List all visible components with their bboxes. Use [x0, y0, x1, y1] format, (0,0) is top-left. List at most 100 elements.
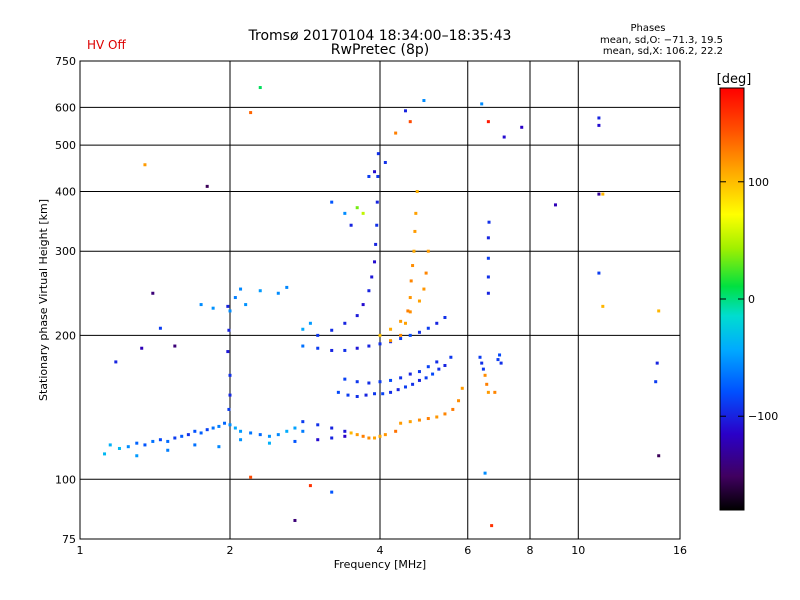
- data-point: [483, 373, 487, 377]
- data-point: [378, 333, 382, 337]
- data-point: [158, 438, 162, 442]
- data-point: [408, 310, 412, 314]
- data-point: [597, 123, 601, 127]
- data-point: [367, 436, 371, 440]
- data-point: [426, 326, 430, 330]
- data-points: [103, 86, 661, 528]
- data-point: [151, 291, 155, 295]
- data-point: [135, 441, 139, 445]
- y-tick-label: 300: [55, 245, 76, 258]
- data-point: [199, 431, 203, 435]
- data-point: [285, 429, 289, 433]
- x-tick-label: 16: [673, 544, 687, 557]
- y-axis-label: Stationary phase Virtual Height [km]: [37, 199, 50, 401]
- data-point: [409, 279, 413, 283]
- data-point: [431, 372, 435, 376]
- data-point: [415, 189, 419, 193]
- data-point: [417, 370, 421, 374]
- data-point: [267, 441, 271, 445]
- data-point: [443, 412, 447, 416]
- data-point: [226, 350, 230, 354]
- y-tick-label: 600: [55, 101, 76, 114]
- data-point: [140, 346, 144, 350]
- data-point: [205, 428, 209, 432]
- data-point: [383, 433, 387, 437]
- data-point: [417, 418, 421, 422]
- data-point: [389, 378, 393, 382]
- data-point: [394, 429, 398, 433]
- data-point: [389, 327, 393, 331]
- data-point: [151, 439, 155, 443]
- colorbar-ticks: 100 0 −100: [720, 176, 778, 423]
- data-point: [228, 309, 232, 313]
- data-point: [343, 377, 347, 381]
- data-point: [487, 220, 491, 224]
- chart-subtitle: RwPretec (8p): [331, 42, 429, 58]
- data-point: [193, 443, 197, 447]
- data-point: [408, 296, 412, 300]
- data-point: [486, 291, 490, 295]
- data-point: [330, 490, 334, 494]
- data-point: [408, 333, 412, 337]
- data-point: [417, 299, 421, 303]
- data-point: [435, 321, 439, 325]
- x-tick-label: 1: [77, 544, 84, 557]
- data-point: [657, 309, 661, 313]
- data-point: [426, 365, 430, 369]
- y-tick-label: 400: [55, 185, 76, 198]
- data-point: [601, 304, 605, 308]
- data-point: [367, 344, 371, 348]
- data-point: [424, 271, 428, 275]
- colorbar-tick-label: 100: [748, 176, 769, 189]
- data-point: [276, 291, 280, 295]
- data-point: [244, 303, 248, 307]
- data-point: [199, 303, 203, 307]
- data-point: [374, 242, 378, 246]
- data-point: [226, 304, 230, 308]
- data-point: [173, 344, 177, 348]
- data-point: [451, 407, 455, 411]
- data-point: [378, 342, 382, 346]
- x-tick-label: 8: [527, 544, 534, 557]
- data-point: [460, 386, 464, 390]
- data-point: [396, 388, 400, 392]
- data-point: [258, 433, 262, 437]
- x-tick-label: 4: [377, 544, 384, 557]
- data-point: [496, 358, 500, 362]
- data-point: [375, 223, 379, 227]
- data-point: [228, 373, 232, 377]
- chart-title: Tromsø 20170104 18:34:00–18:35:43: [248, 28, 512, 44]
- data-point: [166, 439, 170, 443]
- data-point: [343, 434, 347, 438]
- data-point: [355, 314, 359, 318]
- data-point: [330, 328, 334, 332]
- data-point: [553, 203, 557, 207]
- data-point: [316, 346, 320, 350]
- data-point: [485, 382, 489, 386]
- data-point: [370, 275, 374, 279]
- data-point: [217, 445, 221, 449]
- data-point: [258, 86, 262, 90]
- data-point: [364, 393, 368, 397]
- y-tick-label: 750: [55, 55, 76, 68]
- data-point: [657, 454, 661, 458]
- data-point: [361, 211, 365, 215]
- data-point: [413, 229, 417, 233]
- colorbar-tick-label: −100: [748, 410, 778, 423]
- data-point: [205, 184, 209, 188]
- stats-heading: Phases: [630, 23, 665, 34]
- data-point: [361, 434, 365, 438]
- data-point: [376, 152, 380, 156]
- data-point: [293, 518, 297, 522]
- data-point: [135, 454, 139, 458]
- data-point: [355, 346, 359, 350]
- x-tick-label: 10: [571, 544, 585, 557]
- data-point: [486, 256, 490, 260]
- y-tick-label: 500: [55, 139, 76, 152]
- stats-line-o: mean, sd,O: −71.3, 19.5: [600, 35, 723, 46]
- data-point: [408, 372, 412, 376]
- data-point: [355, 206, 359, 210]
- data-point: [417, 378, 421, 382]
- data-point: [399, 333, 403, 337]
- data-point: [483, 471, 487, 475]
